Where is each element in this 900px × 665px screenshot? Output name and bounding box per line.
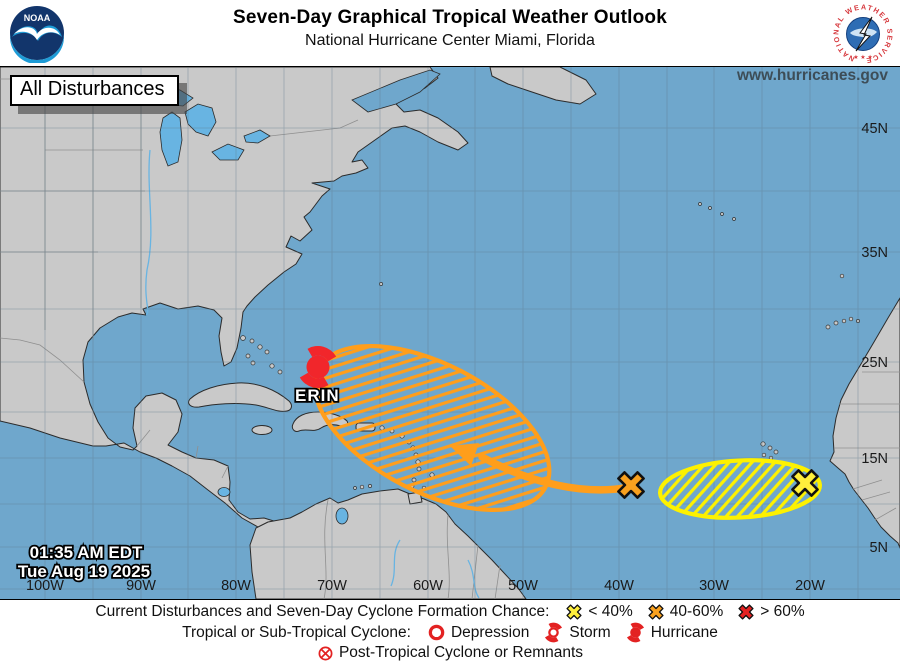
storm-name-label-erin: ERIN — [295, 386, 340, 405]
st-lawrence-estuary — [351, 69, 441, 113]
map-labels: www.hurricanes.gov ERIN 01:35 AM EDT Tue… — [16, 67, 888, 594]
website-link[interactable]: www.hurricanes.gov — [736, 67, 888, 84]
svg-text:30W: 30W — [699, 578, 729, 594]
svg-text:80W: 80W — [221, 578, 251, 594]
page-subtitle: National Hurricane Center Miami, Florida — [305, 32, 595, 49]
svg-text:5N: 5N — [869, 540, 888, 556]
svg-text:40W: 40W — [604, 578, 634, 594]
legend-item-gt60: > 60% — [737, 603, 805, 621]
essequibo-river — [467, 559, 480, 599]
mississippi-river — [145, 149, 152, 316]
noaa-logo-text: NOAA — [24, 13, 51, 23]
lake-nicaragua — [217, 487, 231, 497]
disturbance-x-orange[interactable] — [612, 466, 650, 504]
svg-text:35N: 35N — [861, 245, 888, 261]
svg-text:★ ★ ★: ★ ★ ★ — [853, 54, 872, 61]
svg-text:50W: 50W — [508, 578, 538, 594]
orinoco-river — [390, 539, 401, 587]
africa — [829, 297, 900, 549]
svg-text:45N: 45N — [861, 121, 888, 137]
svg-text:01:35 AM EDT: 01:35 AM EDT — [30, 543, 143, 562]
storm-icon — [545, 622, 563, 643]
timestamp: 01:35 AM EDT Tue Aug 19 2025 — [16, 541, 152, 583]
x-orange-icon — [648, 604, 664, 620]
map-canvas: www.hurricanes.gov ERIN 01:35 AM EDT Tue… — [0, 67, 900, 599]
legend-item-lt40: < 40% — [565, 603, 633, 621]
legend-row-formation-chance: Current Disturbances and Seven-Day Cyclo… — [0, 603, 900, 621]
legend-item-hurricane: Hurricane — [625, 622, 718, 643]
lake-michigan — [159, 111, 183, 167]
lake-erie — [211, 143, 245, 161]
legend-item-post-tropical: Post-Tropical Cyclone or Remnants — [317, 644, 583, 662]
legend-item-40-60: 40-60% — [647, 603, 723, 621]
svg-text:90W: 90W — [126, 578, 156, 594]
political-borders — [0, 78, 900, 599]
legend-item-depression: Depression — [427, 623, 529, 642]
depression-icon — [428, 624, 445, 641]
svg-text:70W: 70W — [317, 578, 347, 594]
hurricane-icon — [626, 622, 644, 643]
svg-text:Tue Aug 19 2025: Tue Aug 19 2025 — [18, 562, 150, 581]
legend-row-cyclone-types: Tropical or Sub-Tropical Cyclone: Depres… — [0, 622, 900, 643]
lake-huron — [184, 103, 217, 137]
lake-ontario — [243, 129, 271, 144]
lat-axis-labels: 45N 35N 25N 15N 5N — [861, 121, 888, 556]
nws-logo: NATIONAL WEATHER SERVICE ★ ★ ★ — [831, 2, 894, 70]
jamaica — [251, 425, 273, 435]
landmasses — [0, 67, 900, 599]
yellow-formation-area[interactable] — [657, 456, 823, 521]
legend: Current Disturbances and Seven-Day Cyclo… — [0, 600, 900, 665]
all-disturbances-label[interactable]: All Disturbances — [10, 75, 179, 106]
south-america — [249, 488, 527, 599]
atlantic-outlook-map[interactable]: www.hurricanes.gov ERIN 01:35 AM EDT Tue… — [0, 66, 900, 600]
legend-line2-label: Tropical or Sub-Tropical Cyclone: — [182, 623, 411, 641]
noaa-logo: NOAA — [8, 3, 66, 68]
cuba — [188, 382, 292, 412]
disturbance-x-yellow[interactable] — [786, 464, 824, 502]
newfoundland — [489, 67, 597, 105]
lon-axis-labels: 100W 90W 80W 70W 60W 50W 40W 30W 20W — [26, 578, 825, 594]
svg-text:20W: 20W — [795, 578, 825, 594]
legend-item-storm: Storm — [543, 622, 611, 643]
header: NOAA Seven-Day Graphical Tropical Weathe… — [0, 0, 900, 66]
track-arrow — [450, 443, 634, 494]
legend-line1-label: Current Disturbances and Seven-Day Cyclo… — [95, 603, 550, 620]
x-yellow-icon — [566, 604, 583, 620]
svg-text:15N: 15N — [861, 451, 888, 467]
legend-row-post-tropical: Post-Tropical Cyclone or Remnants — [0, 644, 900, 662]
x-red-icon — [738, 604, 754, 620]
hurricane-erin-symbol[interactable] — [289, 338, 346, 395]
svg-text:25N: 25N — [861, 355, 888, 371]
svg-text:100W: 100W — [26, 578, 64, 594]
post-tropical-icon — [318, 646, 333, 660]
page-title: Seven-Day Graphical Tropical Weather Out… — [233, 7, 667, 28]
svg-text:60W: 60W — [413, 578, 443, 594]
lake-maracaibo — [335, 507, 349, 525]
